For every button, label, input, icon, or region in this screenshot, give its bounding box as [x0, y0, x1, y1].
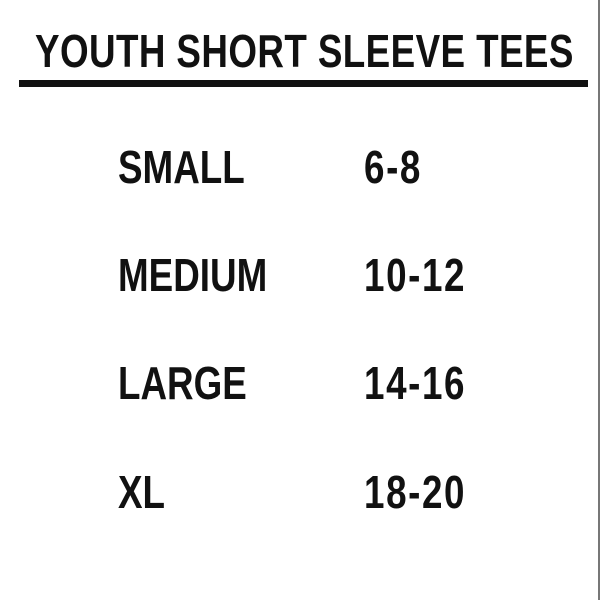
size-row-small: SMALL 6-8	[0, 144, 600, 190]
size-range-value: 10-12	[364, 249, 467, 301]
size-range-value: 14-16	[364, 357, 467, 409]
size-range-value: 6-8	[364, 141, 422, 193]
chart-title: YOUTH SHORT SLEEVE TEES	[35, 25, 574, 77]
size-label: MEDIUM	[118, 249, 268, 301]
size-range-value: 18-20	[364, 466, 467, 518]
size-label: XL	[118, 466, 166, 518]
size-label: SMALL	[118, 141, 245, 193]
size-row-large: LARGE 14-16	[0, 360, 600, 406]
size-label: LARGE	[118, 357, 247, 409]
right-edge-line	[598, 0, 600, 600]
size-row-xl: XL 18-20	[0, 469, 600, 515]
size-row-medium: MEDIUM 10-12	[0, 252, 600, 298]
title-underline-rule	[19, 80, 588, 87]
